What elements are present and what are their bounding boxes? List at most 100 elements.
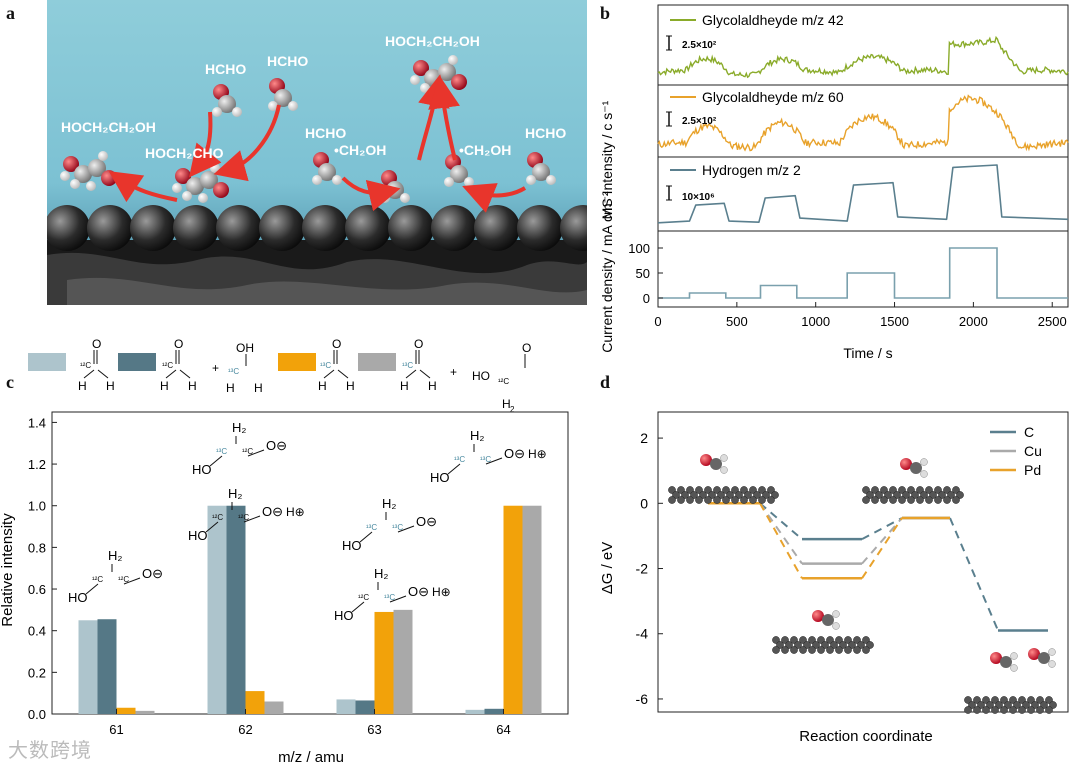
d-slab-atom [835, 636, 843, 644]
d-slab-atom [677, 486, 685, 494]
carbon-atom [218, 95, 236, 113]
d-molecule-3-h1 [832, 610, 840, 618]
d-slab-atom [1049, 701, 1057, 709]
c-legend-h2b: H [502, 397, 511, 411]
d-molecule-2-h2 [920, 470, 928, 478]
hydrogen-atom [448, 55, 458, 65]
d-slab-atom [686, 486, 694, 494]
c-legend-swatch-4 [358, 353, 396, 371]
d-molecule-1-o [700, 454, 712, 466]
b-trace-current [658, 247, 1068, 299]
c-legend-struct-2-o: O [174, 337, 183, 351]
c-annot-63a-ho: HO [342, 538, 362, 553]
d-slab-atom [713, 496, 721, 504]
b-scale-2: 2.5×10² [682, 116, 717, 127]
d-molecule-5-h1 [1048, 648, 1056, 656]
c-annot-63b-b2 [351, 601, 365, 613]
d-slab-atom [938, 491, 946, 499]
c-annot-62b-c2: ¹²C [238, 513, 249, 522]
d-slab-atom [1045, 706, 1053, 714]
d-slab-atom [1000, 706, 1008, 714]
d-slab-atom [898, 496, 906, 504]
b-ytick-label: 50 [636, 266, 650, 281]
hydrogen-atom [464, 177, 474, 187]
d-slab-atom [794, 641, 802, 649]
d-slab-atom [677, 496, 685, 504]
c-annot-63b-c1: ¹²C [358, 593, 369, 602]
c-annot-63b-b3 [389, 595, 407, 603]
hydrogen-atom [288, 101, 298, 111]
arrow-4 [341, 176, 401, 212]
d-slab-atom [731, 496, 739, 504]
label-ch2oh-2: •CH₂OH [459, 142, 511, 158]
label-hcho-3: HCHO [305, 125, 346, 141]
d-slab-atom [799, 636, 807, 644]
d-slab-atom [871, 486, 879, 494]
c-legend-struct-4-bond-l [405, 369, 417, 379]
d-slab-atom [889, 496, 897, 504]
c-legend-struct-1-bond-r [97, 369, 109, 379]
c-legend-struct-4-c: ¹³C [402, 361, 413, 370]
c-bar-62-3 [245, 691, 265, 714]
c-annot-63a-h2: H₂ [382, 496, 396, 511]
label-hcho-4: HCHO [525, 125, 566, 141]
d-slab-atom [785, 641, 793, 649]
watermark: 大数跨境 [8, 738, 92, 762]
d-connector-Pd-2 [861, 517, 903, 579]
d-molecule-5-o [1028, 648, 1040, 660]
d-slab-atom [875, 491, 883, 499]
d-slab-atom [686, 496, 694, 504]
hydrogen-atom [332, 175, 342, 185]
c-annot-63a-c2: ¹³C [392, 523, 403, 532]
d-slab-atom [1004, 701, 1012, 709]
d-molecule-5-h2 [1048, 660, 1056, 668]
d-slab-atom [968, 701, 976, 709]
d-slab-atom [977, 701, 985, 709]
c-annot-62a-o: O⊖ [266, 438, 287, 453]
d-slab-atom [740, 496, 748, 504]
c-legend-struct-2-h1: H [160, 379, 169, 393]
c-legend-struct-1-o: O [92, 337, 101, 351]
hydrogen-atom [232, 107, 242, 117]
d-slab-atom [844, 646, 852, 654]
c-ytick-label: 1.2 [28, 457, 46, 472]
d-slab-atom [708, 491, 716, 499]
c-legend-struct-1-h1: H [78, 379, 87, 393]
c-ytick-label: 0.4 [28, 624, 46, 639]
arrow-2 [189, 111, 222, 178]
d-slab-atom [817, 646, 825, 654]
d-slab-atom [776, 641, 784, 649]
c-legend-oh: OH [236, 341, 254, 355]
panel-a-schematic: HCHO HCHO HOCH₂CH₂OH HOCH₂CH₂OH HOCH₂CHO… [47, 0, 587, 305]
d-slab-atom [735, 491, 743, 499]
b-subplot-frame-4 [657, 230, 1069, 308]
d-slab-atom [880, 486, 888, 494]
d-slab-atom [973, 706, 981, 714]
d-slab-atom [681, 491, 689, 499]
d-slab-atom [907, 496, 915, 504]
c-bar-61-3 [116, 707, 136, 714]
surface-sphere [173, 205, 219, 251]
d-slab-atom [1045, 696, 1053, 704]
c-annot-64-h2: H₂ [470, 428, 484, 443]
c-ytick-label: 0.6 [28, 582, 46, 597]
c-legend-struct-1-h2: H [106, 379, 115, 393]
c-legend-struct-4-o: O [414, 337, 423, 351]
c-plot-frame [51, 411, 569, 715]
c-bar-64-4 [522, 505, 542, 714]
c-legend-struct-1-bond-l [83, 369, 95, 379]
hydrogen-atom [268, 101, 278, 111]
d-slab-atom [1009, 696, 1017, 704]
arrow-1 [108, 171, 178, 203]
d-connector-Pd-1 [759, 502, 803, 579]
arrow-3 [213, 104, 281, 182]
d-slab-atom [929, 491, 937, 499]
d-slab-atom [799, 646, 807, 654]
b-current-ylabel: Current density / mA cm⁻² [599, 191, 615, 353]
c-legend-struct-4-h2: H [428, 379, 437, 393]
d-slab-atom [717, 491, 725, 499]
d-slab-atom [812, 641, 820, 649]
d-legend-label-C: C [1024, 424, 1034, 440]
b-xtick-label: 1500 [880, 314, 909, 329]
